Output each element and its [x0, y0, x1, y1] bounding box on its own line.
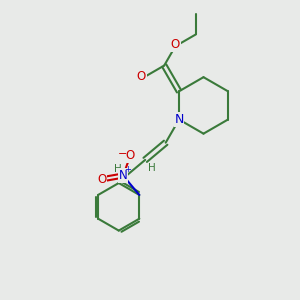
Text: O: O — [171, 38, 180, 51]
Text: O: O — [137, 70, 146, 83]
Text: H: H — [114, 164, 122, 174]
Text: O: O — [98, 173, 106, 186]
Text: −: − — [117, 149, 127, 159]
Text: N: N — [174, 113, 184, 126]
Text: O: O — [126, 149, 135, 162]
Text: H: H — [148, 163, 156, 173]
Text: N: N — [119, 169, 128, 182]
Text: +: + — [124, 165, 131, 174]
